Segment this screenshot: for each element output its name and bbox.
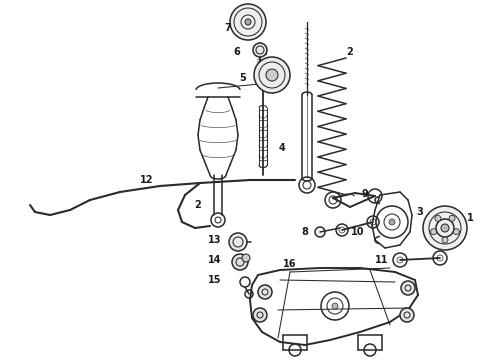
Circle shape xyxy=(230,4,266,40)
Circle shape xyxy=(254,57,290,93)
Circle shape xyxy=(253,308,267,322)
Text: 6: 6 xyxy=(234,47,241,57)
Circle shape xyxy=(401,281,415,295)
Circle shape xyxy=(389,219,395,225)
Text: 12: 12 xyxy=(140,175,154,185)
Text: 7: 7 xyxy=(224,23,231,33)
Circle shape xyxy=(232,254,248,270)
Circle shape xyxy=(242,254,250,262)
Circle shape xyxy=(435,215,441,221)
Circle shape xyxy=(441,224,449,232)
Text: 9: 9 xyxy=(362,189,368,199)
Circle shape xyxy=(253,43,267,57)
Circle shape xyxy=(258,285,272,299)
Circle shape xyxy=(423,206,467,250)
Circle shape xyxy=(442,237,448,243)
Text: 11: 11 xyxy=(375,255,389,265)
Text: 4: 4 xyxy=(279,143,285,153)
Text: 2: 2 xyxy=(346,47,353,57)
Circle shape xyxy=(229,233,247,251)
Text: 13: 13 xyxy=(208,235,222,245)
Circle shape xyxy=(431,229,437,235)
Text: 2: 2 xyxy=(195,200,201,210)
Text: 3: 3 xyxy=(416,207,423,217)
Text: 16: 16 xyxy=(283,259,297,269)
Text: 8: 8 xyxy=(301,227,308,237)
Text: 1: 1 xyxy=(466,213,473,223)
Circle shape xyxy=(453,229,460,235)
Text: 5: 5 xyxy=(240,73,246,83)
Text: 10: 10 xyxy=(351,227,365,237)
Circle shape xyxy=(400,308,414,322)
Circle shape xyxy=(332,303,338,309)
Circle shape xyxy=(266,69,278,81)
Text: 14: 14 xyxy=(208,255,222,265)
Circle shape xyxy=(449,215,455,221)
Circle shape xyxy=(245,19,251,25)
Text: 15: 15 xyxy=(208,275,222,285)
